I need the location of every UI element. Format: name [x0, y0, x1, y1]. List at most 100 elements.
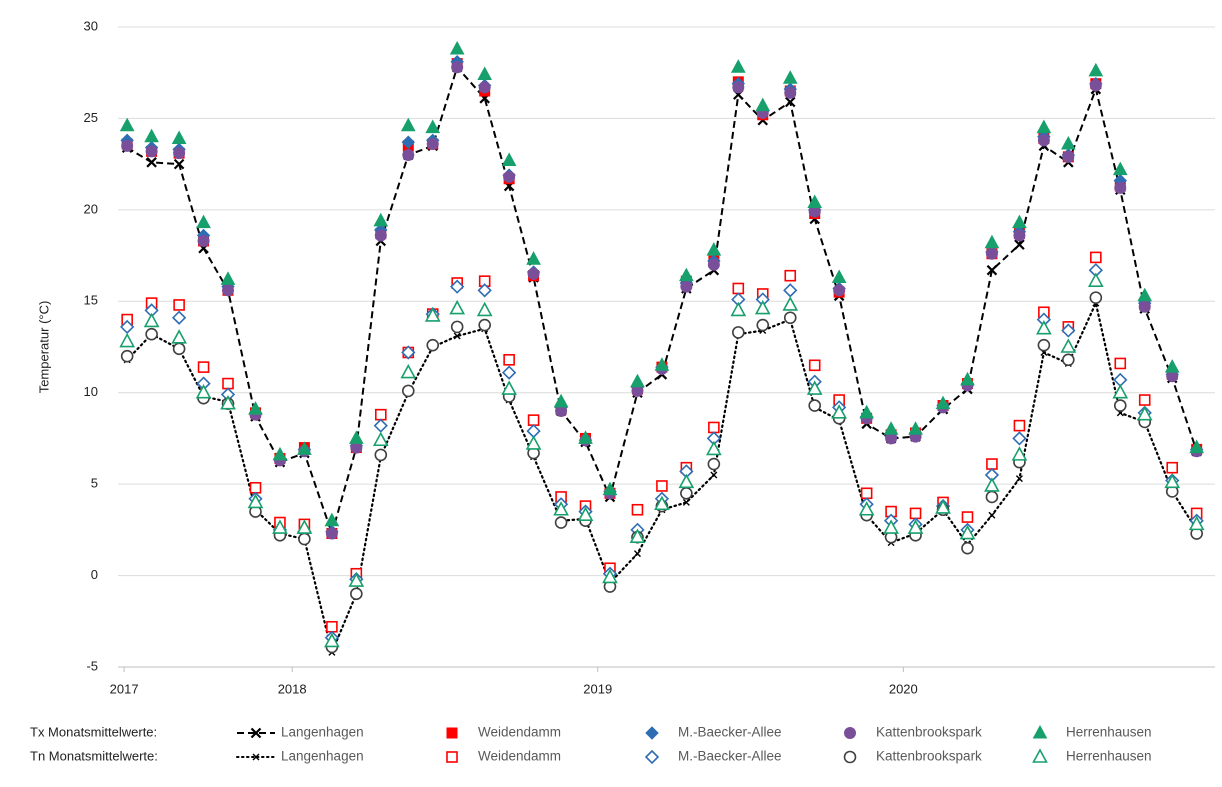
y-axis-title: Temperatur (°C) — [36, 301, 51, 394]
legend-marker — [843, 750, 857, 764]
data-point — [374, 408, 387, 421]
data-point — [988, 511, 996, 519]
data-point — [402, 149, 415, 161]
data-point — [859, 404, 874, 419]
data-point — [708, 421, 720, 434]
x-tick-label: 2020 — [889, 681, 918, 696]
data-point — [1089, 79, 1102, 92]
y-tick-label: 20 — [84, 201, 98, 216]
data-point — [477, 66, 493, 81]
data-point — [296, 519, 313, 534]
data-point — [1013, 419, 1026, 432]
data-point — [961, 541, 974, 555]
data-point — [678, 473, 695, 489]
data-point — [1036, 119, 1052, 134]
legend-label: M.-Baecker-Allee — [678, 725, 782, 740]
data-point — [1136, 405, 1153, 421]
data-point — [883, 519, 899, 534]
data-point — [784, 269, 797, 282]
data-point — [197, 234, 210, 247]
data-point — [1188, 515, 1205, 531]
data-point — [553, 393, 569, 408]
data-point — [985, 247, 998, 260]
data-point — [1012, 431, 1027, 446]
data-point — [756, 318, 770, 332]
data-point — [960, 371, 975, 386]
data-point — [959, 524, 976, 540]
data-point — [1037, 338, 1051, 352]
data-point — [1164, 359, 1180, 373]
data-point — [1112, 161, 1128, 176]
data-point — [578, 430, 593, 444]
data-point — [197, 361, 210, 373]
data-point — [478, 318, 491, 332]
data-point — [220, 395, 236, 410]
data-point — [325, 527, 338, 540]
data-point — [1062, 150, 1075, 163]
data-point — [501, 380, 517, 395]
data-point — [710, 471, 718, 479]
data-point — [527, 267, 540, 280]
y-tick-label: 25 — [84, 110, 98, 125]
data-point — [222, 284, 235, 297]
data-point — [478, 81, 491, 94]
data-point — [272, 446, 288, 461]
data-point — [476, 301, 493, 317]
x-tick-label: 2017 — [110, 681, 139, 696]
legend-label: Weidendamm — [478, 725, 561, 740]
data-point — [985, 490, 999, 504]
data-point — [1114, 357, 1127, 370]
data-point — [451, 61, 464, 74]
data-point — [754, 299, 771, 315]
data-point — [401, 345, 416, 360]
data-point — [220, 271, 236, 285]
data-point — [248, 401, 263, 415]
data-point — [833, 284, 846, 297]
data-point — [503, 353, 515, 366]
data-point — [831, 404, 847, 419]
y-tick-label: 0 — [91, 567, 98, 582]
data-point — [426, 138, 439, 151]
data-point — [654, 357, 670, 371]
data-point — [629, 528, 646, 543]
data-point — [808, 399, 822, 412]
data-point — [249, 481, 262, 494]
legend-title: Tn Monatsmittelwerte: — [30, 748, 158, 763]
legend-label: Kattenbrookspark — [876, 725, 982, 740]
data-point — [1090, 251, 1102, 264]
data-point — [401, 384, 415, 398]
data-point — [146, 157, 157, 168]
data-point — [119, 332, 136, 348]
data-point — [348, 572, 365, 587]
data-point — [784, 86, 797, 99]
data-point — [171, 329, 187, 344]
data-point — [986, 458, 998, 470]
data-point — [501, 152, 517, 166]
data-point — [1166, 461, 1179, 474]
data-point — [401, 135, 415, 149]
data-point — [682, 498, 690, 506]
data-point — [145, 145, 158, 158]
data-point — [784, 96, 796, 108]
data-point — [707, 258, 720, 271]
data-point — [1087, 272, 1104, 287]
data-point — [477, 283, 492, 298]
legend-label: Langenhagen — [281, 749, 364, 764]
data-point — [783, 311, 797, 325]
data-point — [119, 117, 135, 132]
y-tick-label: 5 — [91, 476, 98, 491]
data-point — [350, 587, 363, 601]
data-point — [1112, 384, 1129, 399]
data-point — [400, 363, 417, 379]
data-point — [984, 234, 1000, 249]
data-point — [630, 373, 645, 388]
data-point — [1061, 323, 1076, 338]
data-point — [1062, 353, 1075, 367]
legend-marker — [1032, 724, 1048, 739]
data-point — [326, 620, 338, 633]
data-point — [831, 269, 847, 284]
data-point — [1060, 338, 1077, 353]
data-point — [374, 229, 387, 242]
data-point — [247, 493, 264, 509]
